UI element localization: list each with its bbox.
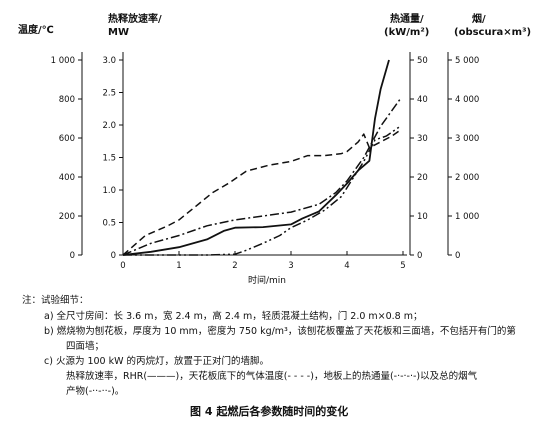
temperature-tick-label: 600 [59,134,75,144]
hrr-tick-label: 1.0 [102,186,116,196]
hrr-tick-label: 0.5 [102,219,116,229]
axes-group [81,52,449,256]
series-line-3 [122,98,401,256]
x-tick-label: 4 [344,261,349,271]
smoke-tick-label: 0 [455,251,460,261]
smoke-tick-label: 2 000 [455,173,479,183]
series-line-4 [123,125,401,256]
smoke-tick-label: 5 000 [455,56,479,66]
x-tick-label: 2 [232,261,237,271]
x-tick-label: 1 [176,261,181,271]
smoke-tick-label: 1 000 [455,212,479,222]
x-tick-label: 0 [120,261,125,271]
x-tick-label: 3 [288,261,293,271]
note-c-line1: c) 火源为 100 kW 的丙烷灯，放置于正对门的墙脚。 [44,356,270,367]
smoke-axis-label-line2: (obscura×m³) [454,27,532,38]
smoke-tick-label: 4 000 [455,95,479,105]
heat_flux-tick-label: 30 [417,134,428,144]
hrr-axis-label-line2: MW [108,27,129,38]
heat_flux-tick-label: 50 [417,56,428,66]
heat_flux-tick-label: 40 [417,95,428,105]
note-c-line3: 产物(-··-··-)。 [66,386,125,397]
hrr-axis-label-line1: 热释放速率/ [108,14,162,25]
smoke-axis-label-line1: 烟/ [472,14,486,25]
series-line-2 [122,129,401,256]
hrr-tick-label: 2.0 [102,121,116,131]
temperature-tick-label: 0 [70,251,75,261]
hrr-tick-label: 1.5 [102,154,116,164]
heat_flux-tick-label: 20 [417,173,428,183]
heat_flux-tick-label: 0 [417,251,422,261]
hrr-tick-label: 2.5 [102,89,116,99]
note-a: a) 全尺寸房间：长 3.6 m，宽 2.4 m，高 2.4 m，轻质混凝土结构… [44,311,423,322]
notes-heading: 注：试验细节： [22,295,89,306]
temperature-tick-label: 200 [59,212,75,222]
temperature-tick-label: 400 [59,173,75,183]
hrr-tick-label: 3.0 [102,56,116,66]
temperature-tick-label: 800 [59,95,75,105]
series-line-1 [122,59,390,256]
smoke-tick-label: 3 000 [455,134,479,144]
note-b-line1: b) 燃烧物为刨花板，厚度为 10 mm，密度为 750 kg/m³，该刨花板覆… [44,326,516,337]
temperature-axis-label: 温度/℃ [18,25,54,36]
temperature-tick-label: 1 000 [51,56,75,66]
x-tick-label: 5 [400,261,405,271]
heat-flux-axis-label-line1: 热通量/ [390,14,424,25]
heat-flux-axis-label-line2: (kW/m²) [384,27,430,38]
hrr-tick-label: 0 [111,251,116,261]
heat_flux-tick-label: 10 [417,212,428,222]
x-axis-label: 时间/min [248,276,287,286]
note-b-line2: 四面墙； [66,341,105,352]
figure-caption: 图 4 起燃后各参数随时间的变化 [190,405,349,418]
note-c-line2: 热释放速率，RHR(———)，天花板底下的气体温度(- - - -)，地板上的热… [66,371,478,382]
series-group [122,59,401,256]
